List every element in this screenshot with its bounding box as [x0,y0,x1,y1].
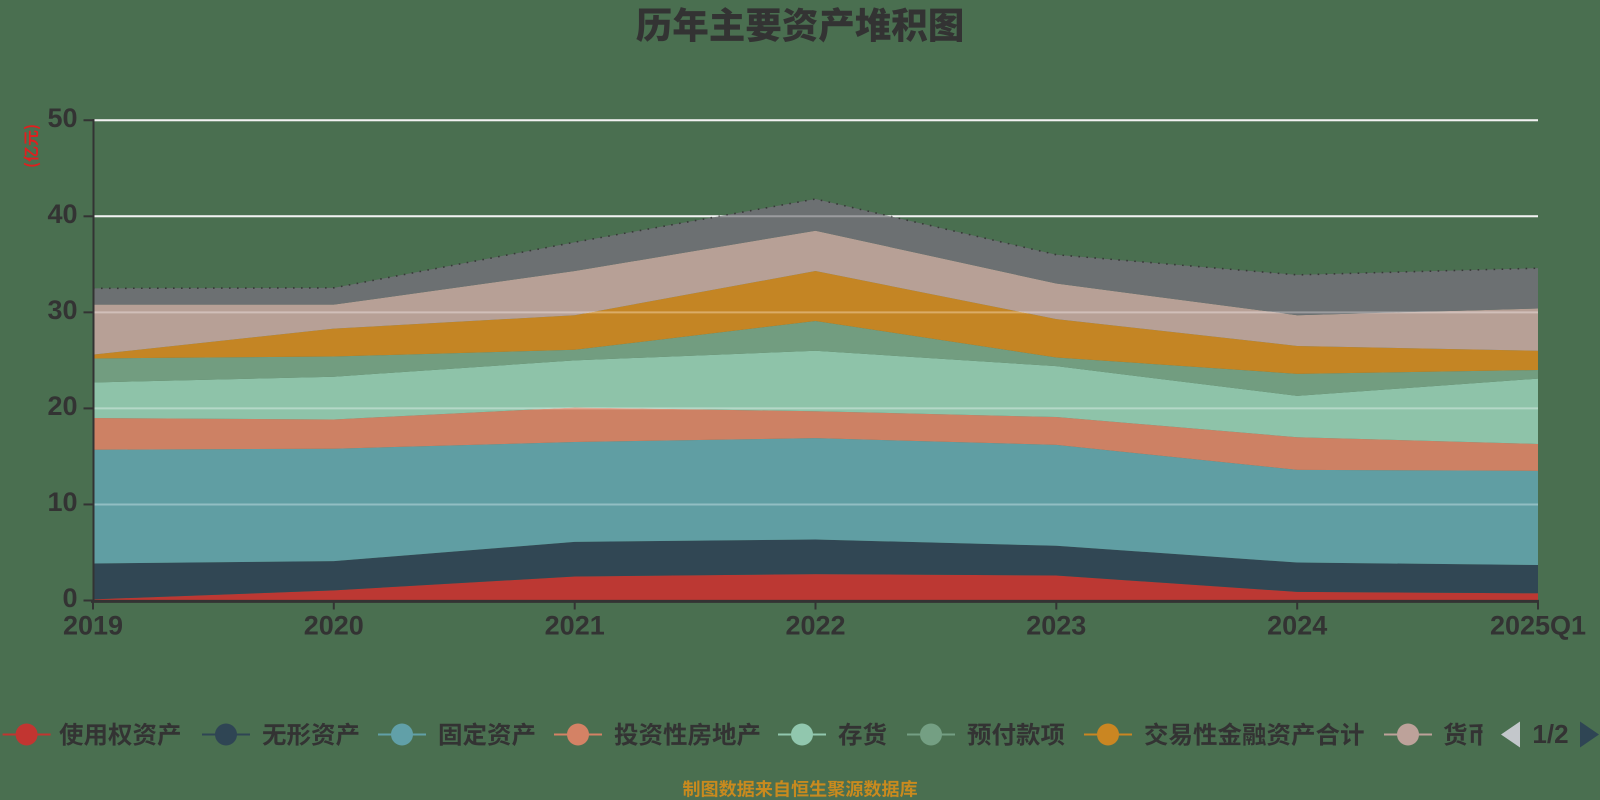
svg-text:2025Q1: 2025Q1 [1490,611,1586,641]
svg-text:40: 40 [47,199,77,229]
svg-text:2020: 2020 [304,611,364,641]
svg-text:30: 30 [47,295,77,325]
svg-text:50: 50 [47,103,77,133]
svg-text:2022: 2022 [785,611,845,641]
svg-text:2021: 2021 [545,611,605,641]
svg-text:10: 10 [47,487,77,517]
svg-text:2023: 2023 [1026,611,1086,641]
svg-text:1/2: 1/2 [1532,719,1568,749]
svg-text:20: 20 [47,391,77,421]
svg-text:2024: 2024 [1267,611,1327,641]
svg-text:2019: 2019 [63,611,123,641]
svg-text:0: 0 [62,583,77,613]
